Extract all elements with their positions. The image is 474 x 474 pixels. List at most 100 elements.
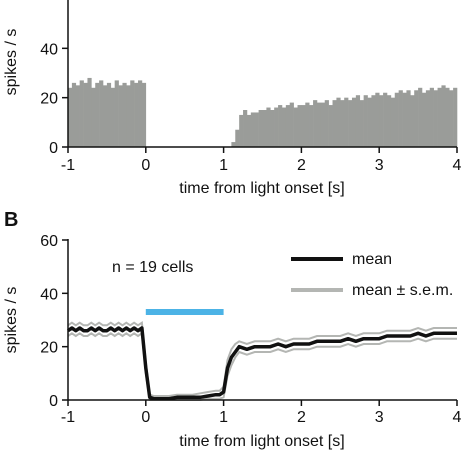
histogram-bar: [301, 105, 306, 147]
histogram-bar: [324, 100, 329, 147]
panel-b-mean-line: [67, 326, 457, 401]
histogram-bar: [379, 95, 384, 147]
histogram-bar: [359, 100, 364, 147]
histogram-bar: [313, 100, 318, 147]
histogram-bar: [309, 105, 314, 147]
y-tick-label: 40: [40, 41, 58, 58]
histogram-bar: [402, 92, 407, 147]
x-tick-label: 0: [141, 409, 150, 426]
histogram-bar: [414, 90, 419, 147]
histogram-bar: [441, 85, 446, 147]
panel-b-x-ticks: -1 0 1 2 3 4: [61, 400, 462, 426]
panel-b-sem-lower-line: [67, 331, 457, 401]
x-tick-label: 0: [141, 157, 150, 174]
histogram-bar: [328, 105, 333, 147]
histogram-bar: [355, 95, 361, 147]
histogram-bar: [134, 82, 139, 147]
panel-a-x-axis-label: time from light onset [s]: [179, 180, 344, 197]
histogram-bar: [130, 80, 135, 147]
histogram-bar: [418, 87, 423, 147]
panel-b-x-axis-label: time from light onset [s]: [179, 433, 344, 450]
histogram-bar: [239, 114, 244, 147]
histogram-bar: [363, 95, 368, 147]
histogram-bar: [394, 92, 399, 147]
y-tick-label: 20: [40, 91, 58, 108]
histogram-bar: [83, 82, 88, 147]
histogram-bar: [274, 107, 279, 147]
histogram-bar: [453, 87, 458, 147]
x-tick-label: 2: [297, 409, 306, 426]
histogram-bar: [305, 102, 310, 147]
histogram-bar: [99, 80, 104, 147]
histogram-bar: [75, 85, 80, 147]
histogram-bar: [425, 90, 431, 147]
histogram-bar: [316, 102, 322, 147]
histogram-bar: [336, 97, 341, 147]
x-tick-label: -1: [61, 409, 75, 426]
x-tick-label: 2: [297, 157, 306, 174]
x-tick-label: -1: [61, 157, 75, 174]
panel-a-histogram-bars: [68, 77, 458, 147]
histogram-bar: [340, 100, 345, 147]
histogram-bar: [141, 82, 147, 147]
histogram-bar: [375, 92, 380, 147]
histogram-bar: [103, 85, 108, 147]
y-tick-label: 40: [40, 286, 58, 303]
histogram-bar: [79, 80, 84, 147]
x-tick-label: 4: [453, 157, 462, 174]
histogram-bar: [348, 100, 353, 147]
histogram-bar: [429, 87, 434, 147]
histogram-bar: [235, 129, 240, 147]
histogram-bar: [68, 87, 73, 147]
histogram-bar: [114, 80, 119, 147]
histogram-bar: [106, 82, 112, 147]
histogram-bar: [258, 110, 263, 147]
panel-b-legend: mean mean ± s.e.m.: [291, 251, 453, 299]
y-tick-label: 20: [40, 340, 58, 357]
x-tick-label: 1: [219, 409, 228, 426]
histogram-bar: [122, 82, 127, 147]
histogram-bar: [266, 107, 271, 147]
x-tick-label: 1: [219, 157, 228, 174]
histogram-bar: [110, 87, 115, 147]
histogram-bar: [91, 87, 96, 147]
cell-count-annotation: n = 19 cells: [112, 259, 193, 276]
histogram-bar: [386, 95, 392, 147]
histogram-bar: [406, 90, 411, 147]
histogram-bar: [332, 100, 337, 147]
histogram-bar: [285, 105, 291, 147]
panel-b-y-axis-label: spikes / s: [3, 287, 20, 354]
panel-a-y-ticks: 0 20 40: [40, 41, 68, 157]
histogram-bar: [320, 102, 326, 147]
histogram-bar: [398, 90, 403, 147]
y-tick-label: 0: [49, 393, 58, 410]
histogram-bar: [297, 105, 302, 147]
histogram-bar: [126, 85, 131, 147]
panel-a-x-ticks: -1 0 1 2 3 4: [61, 147, 462, 174]
histogram-bar: [344, 97, 349, 147]
histogram-bar: [445, 87, 450, 147]
histogram-bar: [410, 95, 415, 147]
histogram-bar: [278, 105, 283, 147]
histogram-bar: [250, 112, 256, 147]
histogram-bar: [270, 110, 275, 147]
histogram-bar: [254, 112, 259, 147]
legend-sem-label: mean ± s.e.m.: [352, 282, 453, 299]
y-tick-label: 0: [49, 140, 58, 157]
legend-mean-label: mean: [352, 251, 392, 268]
x-tick-label: 3: [375, 157, 384, 174]
histogram-bar: [138, 80, 143, 147]
histogram-bar: [95, 82, 100, 147]
histogram-bar: [87, 77, 92, 147]
histogram-bar: [383, 92, 388, 147]
histogram-bar: [71, 82, 77, 147]
histogram-bar: [371, 95, 376, 147]
histogram-bar: [437, 87, 442, 147]
histogram-bar: [421, 92, 427, 147]
histogram-bar: [433, 90, 438, 147]
histogram-bar: [243, 110, 248, 147]
histogram-bar: [351, 97, 357, 147]
panel-b-letter: B: [4, 209, 18, 231]
